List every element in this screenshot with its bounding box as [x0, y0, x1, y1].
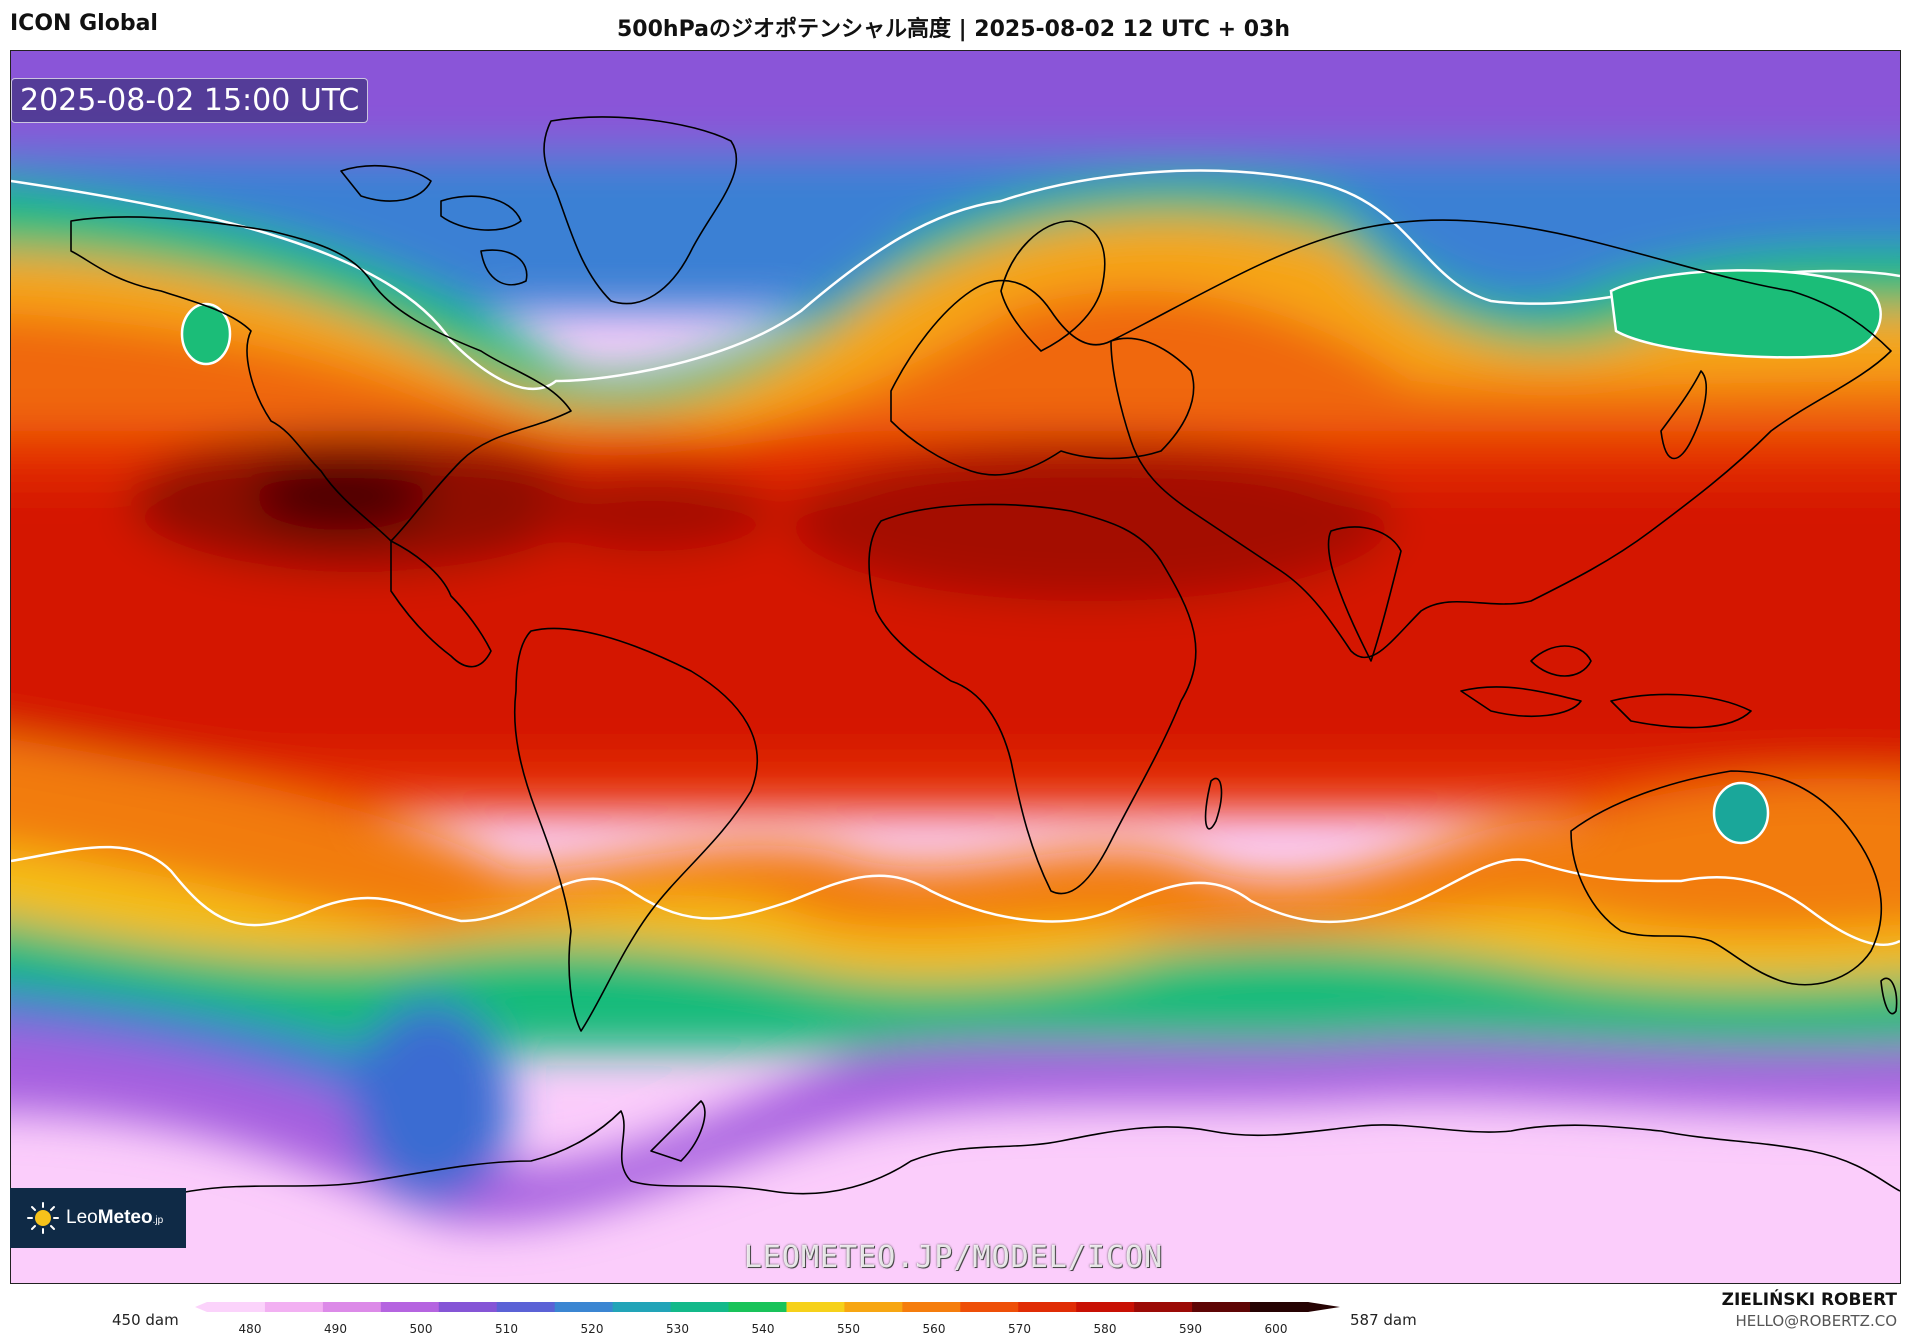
colorbar-tick-label: 530 [666, 1322, 689, 1336]
colorbar-segment [264, 1302, 324, 1312]
colorbar-tick-label: 570 [1008, 1322, 1031, 1336]
colorbar-segment [612, 1302, 672, 1312]
model-name: ICON Global [10, 11, 158, 36]
colorbar: 480 490 500 510 520 530 540 550 560 570 580 590 600 [195, 1302, 1340, 1336]
colorbar-segment [496, 1302, 556, 1312]
colorbar-extend-max [1308, 1302, 1340, 1312]
colorbar-segment [438, 1302, 498, 1312]
colorbar-tick-label: 600 [1265, 1322, 1288, 1336]
colorbar-segment [1076, 1302, 1135, 1312]
colorbar-segment [207, 1302, 266, 1312]
colorbar-segment [902, 1302, 961, 1312]
colorbar-segment [670, 1302, 730, 1312]
colorbar-segment [380, 1302, 440, 1312]
colorbar-max-label: 587 dam [1350, 1311, 1417, 1329]
colorbar-segment [786, 1302, 845, 1312]
colorbar-segment [960, 1302, 1019, 1312]
colorbar-tick-label: 500 [410, 1322, 433, 1336]
colorbar-tick-label: 490 [324, 1322, 347, 1336]
colorbar-tick-label: 590 [1179, 1322, 1202, 1336]
colorbar-segment [844, 1302, 903, 1312]
author-email[interactable]: HELLO@ROBERTZ.CO [1735, 1312, 1897, 1330]
colorbar-tick-label: 580 [1094, 1322, 1117, 1336]
colorbar-extend-min [195, 1302, 207, 1312]
colorbar-tick-label: 520 [581, 1322, 604, 1336]
colorbar-segment [1192, 1302, 1251, 1312]
colorbar-segment [554, 1302, 614, 1312]
valid-time-label: 2025-08-02 15:00 UTC [11, 78, 369, 123]
colorbar-min-label: 450 dam [112, 1311, 179, 1329]
colorbar-tick-label: 480 [239, 1322, 262, 1336]
colorbar-segment [728, 1302, 787, 1312]
colorbar-tick-label: 550 [837, 1322, 860, 1336]
logo-text: LeoMeteo.jp [66, 1207, 164, 1228]
map-title: 500hPaのジオポテンシャル高度 | 2025-08-02 12 UTC + … [616, 17, 1291, 42]
colorbar-segment [1018, 1302, 1077, 1312]
leometeo-logo[interactable]: LeoMeteo.jp [10, 1188, 186, 1248]
source-watermark: LEOMETEO.JP/MODEL/ICON [743, 1240, 1164, 1275]
colorbar-segment [1250, 1302, 1309, 1312]
author-name: ZIELIŃSKI ROBERT [1721, 1290, 1897, 1310]
colorbar-segment [1134, 1302, 1193, 1312]
geopotential-map[interactable] [10, 50, 1901, 1284]
sun-icon [27, 1202, 59, 1234]
colorbar-tick-label: 510 [495, 1322, 518, 1336]
colorbar-tick-label: 560 [923, 1322, 946, 1336]
colorbar-tick-label: 540 [752, 1322, 775, 1336]
colorbar-segment [322, 1302, 382, 1312]
